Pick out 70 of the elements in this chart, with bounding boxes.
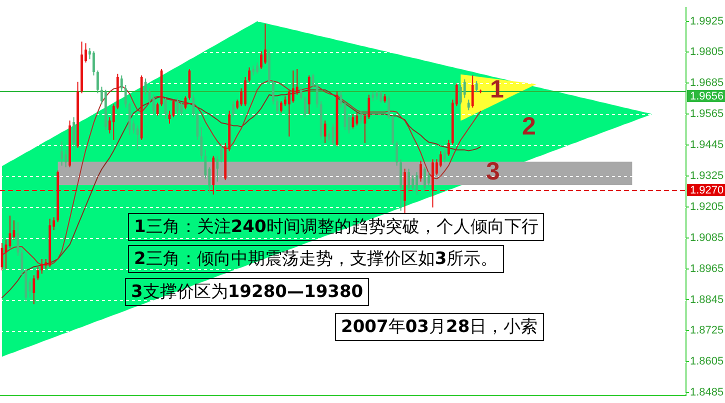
candlestick [36, 266, 40, 281]
candlestick [424, 166, 426, 192]
candlestick [136, 124, 139, 150]
y-tick-label: 1.9685 [690, 77, 724, 90]
candlestick [96, 70, 99, 94]
y-tick-label: 1.8965 [690, 262, 724, 275]
candlestick [248, 66, 250, 82]
annotation: 3 [486, 158, 500, 186]
y-tick-label: 1.8845 [690, 294, 724, 306]
candlestick [408, 168, 410, 194]
candlestick [416, 172, 418, 196]
candlestick [471, 74, 474, 108]
candlestick [467, 99, 470, 111]
candlestick [316, 82, 318, 108]
annotation: 2 [522, 112, 536, 140]
candlestick [388, 94, 390, 120]
ref-line-label: 1.9656 [690, 90, 724, 103]
candlestick [144, 78, 147, 96]
candlestick [232, 100, 235, 118]
candlestick [372, 92, 374, 102]
y-tick-label: 1.8485 [690, 386, 724, 399]
candlestick [72, 116, 75, 147]
candlestick [463, 78, 466, 98]
candlestick [276, 97, 278, 115]
candlestick [264, 23, 266, 65]
y-tick-label: 1.9445 [690, 139, 724, 152]
candlestick [124, 84, 127, 108]
y-tick-label: 1.8605 [690, 356, 724, 368]
y-tick-label: 1.8725 [690, 324, 724, 337]
y-tick-label: 1.9325 [690, 170, 724, 182]
candlestick [260, 50, 262, 70]
y-tick-label: 1.9205 [690, 200, 724, 213]
candlestick [64, 148, 68, 168]
candlestick [447, 139, 450, 156]
candlestick [244, 76, 246, 107]
candlestick [216, 155, 219, 182]
candlestick [300, 86, 302, 100]
ref-line-label: 1.9270 [690, 184, 724, 197]
candlestick [280, 100, 282, 114]
y-tick-label: 1.9925 [690, 15, 724, 28]
candlestick [40, 258, 44, 274]
candlestick [284, 96, 286, 107]
candlestick [459, 84, 462, 105]
candlestick [396, 140, 398, 166]
candlestick [20, 248, 24, 276]
candlestick [368, 94, 370, 120]
candlestick [272, 80, 274, 105]
candlestick [256, 62, 258, 74]
candlestick [412, 174, 414, 192]
candlestick [304, 96, 306, 118]
candlestick [196, 112, 199, 140]
candlestick [92, 50, 95, 76]
y-tick-label: 1.9805 [690, 46, 724, 58]
candlestick [312, 73, 314, 89]
candlestick [192, 94, 195, 118]
candlestick [32, 274, 36, 305]
candlestick [288, 89, 290, 138]
candlestick [220, 142, 223, 163]
candlestick [380, 90, 382, 104]
candlestick [444, 148, 446, 163]
candlestick [420, 160, 422, 182]
y-tick-label: 1.9085 [690, 232, 724, 244]
candlestick [428, 172, 430, 188]
candlestick [60, 140, 64, 166]
candlestick [252, 65, 254, 76]
candlestick [475, 80, 478, 93]
candlestick [200, 126, 203, 160]
y-tick-label: 1.9565 [690, 108, 724, 120]
candlestick [292, 70, 294, 104]
candlestick [120, 74, 123, 92]
